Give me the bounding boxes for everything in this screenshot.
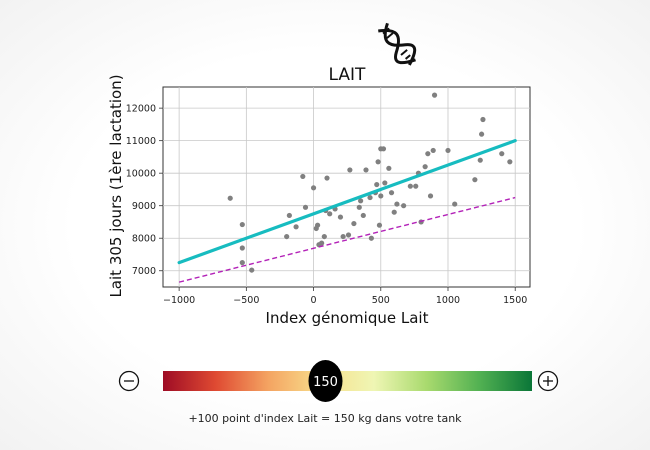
data-point — [477, 157, 483, 163]
data-point — [445, 147, 451, 154]
x-tick-label: 1500 — [503, 295, 527, 306]
data-point — [422, 164, 428, 170]
data-point — [425, 151, 431, 157]
data-point — [430, 147, 436, 154]
y-tick-label: 10000 — [126, 169, 156, 180]
data-point — [431, 92, 438, 98]
data-point — [367, 194, 373, 201]
data-point — [310, 185, 317, 191]
data-point — [479, 131, 485, 137]
minus-button[interactable] — [118, 370, 140, 392]
data-point — [324, 175, 330, 181]
data-point — [394, 201, 400, 207]
data-point — [302, 204, 309, 210]
plus-button[interactable] — [537, 370, 559, 392]
x-tick-label: 500 — [372, 295, 390, 306]
x-tick-label: −1000 — [163, 295, 195, 306]
data-point — [319, 240, 325, 246]
dna-icon — [378, 22, 417, 66]
x-axis-ticks: −1000 −500 0 500 1000 1500 — [163, 287, 527, 306]
trend-lines — [177, 139, 517, 283]
regression-line — [177, 139, 517, 265]
data-point — [293, 224, 299, 230]
data-point — [300, 173, 306, 180]
data-point — [499, 151, 505, 157]
data-point — [375, 159, 381, 165]
data-point — [284, 233, 290, 240]
data-point — [286, 212, 292, 219]
data-point — [388, 190, 395, 196]
data-point — [407, 183, 413, 189]
gridlines — [163, 87, 530, 287]
scatter-points — [227, 92, 513, 273]
y-tick-label: 7000 — [132, 266, 156, 277]
data-point — [386, 165, 392, 171]
data-point — [480, 116, 486, 123]
data-point — [452, 201, 458, 207]
data-point — [378, 193, 384, 199]
data-point — [368, 235, 374, 241]
data-point — [356, 204, 362, 210]
data-point — [391, 209, 397, 215]
data-point — [374, 181, 380, 188]
data-point — [249, 267, 255, 273]
data-point — [363, 167, 369, 173]
data-point — [239, 245, 245, 251]
data-point — [507, 159, 513, 165]
data-point — [382, 180, 388, 186]
slider-thumb[interactable]: 150 — [308, 360, 343, 402]
data-point — [380, 146, 387, 152]
data-point — [351, 220, 357, 227]
data-point — [347, 167, 353, 173]
chart-title: LAIT — [329, 65, 367, 85]
data-point — [239, 221, 245, 228]
x-tick-label: −500 — [233, 295, 259, 306]
data-point — [321, 233, 327, 240]
data-point — [327, 211, 333, 217]
y-axis-ticks: 7000 8000 9000 10000 11000 12000 — [126, 104, 163, 277]
slider-caption: +100 point d'index Lait = 150 kg dans vo… — [188, 412, 462, 425]
x-axis-label: Index génomique Lait — [266, 309, 429, 327]
x-tick-label: 0 — [311, 295, 317, 306]
data-point — [227, 195, 233, 201]
y-tick-label: 12000 — [126, 104, 156, 115]
data-point — [337, 214, 344, 220]
x-tick-label: 1000 — [436, 295, 460, 306]
data-point — [360, 212, 366, 219]
y-axis-label: Lait 305 jours (1ère lactation) — [107, 74, 125, 297]
y-tick-label: 11000 — [126, 136, 156, 147]
data-point — [345, 232, 352, 238]
data-point — [376, 222, 383, 228]
data-point — [472, 177, 478, 183]
plot-area — [162, 86, 531, 288]
dashed-line — [178, 196, 516, 283]
data-point — [340, 233, 346, 240]
y-tick-label: 9000 — [132, 201, 156, 212]
data-point — [427, 193, 434, 199]
y-tick-label: 8000 — [132, 234, 156, 245]
data-point — [401, 203, 407, 209]
data-point — [239, 260, 245, 266]
data-point — [314, 222, 321, 228]
data-point — [358, 198, 364, 204]
data-point — [413, 183, 419, 189]
slider-track[interactable] — [163, 371, 532, 391]
slider-value: 150 — [313, 375, 338, 390]
